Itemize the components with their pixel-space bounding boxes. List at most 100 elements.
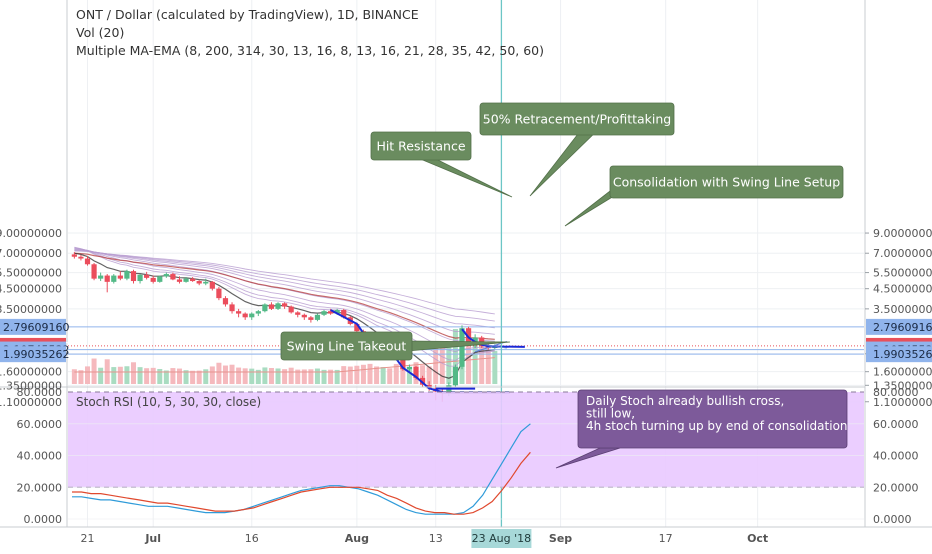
chart-title: ONT / Dollar (calculated by TradingView)… — [76, 7, 419, 22]
volume-bar — [380, 367, 386, 384]
candle-body — [150, 277, 156, 282]
volume-bar — [190, 370, 196, 384]
volume-bar — [268, 368, 274, 384]
left-price-tick-label: 5.50000000 — [0, 267, 62, 280]
volume-bar — [157, 369, 163, 384]
stoch-title: Stoch RSI (10, 5, 30, 30, close) — [76, 395, 261, 409]
candle-body — [314, 314, 321, 320]
volume-bar — [485, 348, 491, 384]
stoch-left-tick-label: 20.0000 — [17, 481, 63, 494]
volume-indicator-label: Vol (20) — [76, 25, 124, 40]
volume-bar — [111, 367, 117, 384]
callout-text: Consolidation with Swing Line Setup — [613, 175, 840, 190]
right-price-tick-label: 7.00000000 — [873, 247, 932, 260]
stoch-right-tick-label: 20.0000 — [873, 481, 919, 494]
candle-body — [275, 303, 281, 309]
volume-bar — [308, 369, 314, 384]
candle-body — [321, 311, 327, 315]
right-price-badge — [866, 346, 932, 363]
volume-bar — [144, 368, 150, 384]
candle-body — [268, 304, 275, 309]
candle-body — [255, 311, 261, 314]
callout-retracement: 50% Retracement/Profittaking — [479, 102, 675, 197]
candle-body — [229, 304, 235, 312]
candle-body — [216, 288, 222, 299]
candle-body — [249, 313, 255, 318]
volume-bar — [78, 370, 84, 384]
left-price-tick-label: 9.00000000 — [0, 227, 62, 240]
candle-body — [183, 278, 189, 282]
time-tick-label: 21 — [81, 532, 95, 545]
right-price-badge-label: 1.99035262 — [873, 348, 932, 361]
stoch-right-tick-label: 40.0000 — [873, 450, 919, 463]
callout-text-line: 4h stoch turning up by end of consolidat… — [586, 419, 848, 433]
candle-body — [137, 274, 143, 282]
volume-bar — [91, 358, 97, 384]
ema-line — [74, 247, 495, 353]
stoch-left-tick-label: 0.0000 — [24, 513, 63, 526]
candle-body — [111, 275, 117, 282]
volume-bar — [393, 363, 399, 384]
volume-bar — [354, 365, 360, 384]
callout-text: Daily Stoch already bullish cross, still … — [586, 394, 848, 433]
stoch-right-tick-label: 60.0000 — [873, 418, 919, 431]
volume-bar — [341, 366, 347, 384]
candle-body — [84, 258, 91, 265]
candle-body — [144, 274, 150, 278]
left-price-tick-label: 4.50000000 — [0, 283, 62, 296]
candle-body — [308, 317, 314, 320]
volume-bar — [262, 367, 268, 384]
stoch-right-tick-label: 0.0000 — [873, 513, 912, 526]
volume-bar — [282, 369, 288, 384]
candle-body — [222, 298, 229, 305]
callout-text: Swing Line Takeout — [287, 339, 407, 354]
callout-consolidation: Consolidation with Swing Line Setup — [564, 165, 844, 227]
volume-bar — [85, 366, 90, 384]
ema-line — [74, 246, 495, 367]
price-marker-badge: 2.79609160 2.79609160 — [0, 318, 932, 335]
ema-line — [74, 249, 495, 329]
left-price-tick-label: 3.50000000 — [0, 303, 62, 316]
volume-bar — [334, 369, 340, 384]
volume-bar — [117, 366, 123, 384]
volume-bar — [367, 363, 373, 384]
volume-bar — [98, 367, 104, 384]
volume-bar — [222, 365, 228, 384]
left-price-badge — [0, 346, 66, 363]
volume-bar — [176, 368, 182, 384]
volume-bar — [170, 368, 176, 384]
volume-bar — [321, 369, 327, 384]
candle-body — [104, 275, 110, 282]
callout-box — [609, 165, 844, 199]
right-price-badge — [866, 318, 932, 335]
volume-bar — [374, 366, 380, 384]
volume-bar — [446, 343, 452, 384]
stoch-d-line — [72, 451, 531, 515]
candle-body — [262, 304, 268, 312]
candle-body — [163, 274, 169, 277]
volume-bar — [426, 366, 432, 384]
candle-body — [472, 337, 478, 343]
candle-body — [459, 328, 465, 367]
volume-bar — [137, 367, 143, 384]
candle-body — [334, 310, 340, 314]
cursor-date-label: 23 Aug '18 — [472, 532, 532, 545]
volume-bar — [295, 369, 301, 384]
candle-body — [341, 310, 347, 318]
candle-body — [78, 256, 84, 259]
callout-box — [479, 102, 675, 136]
price-marker-badge: 1.99035262 1.99035262 — [0, 346, 932, 363]
right-price-axis: 9.00000000 7.00000000 5.50000000 4.50000000… — [865, 227, 932, 409]
candle-body — [413, 366, 419, 378]
ma-indicator-label: Multiple MA-EMA (8, 200, 314, 30, 13, 16… — [76, 43, 544, 58]
time-tick-label: Aug — [345, 532, 369, 545]
stoch-left-tick-label: 80.0000 — [17, 386, 63, 399]
volume-bar — [209, 366, 215, 384]
volume-bar — [479, 343, 485, 384]
callout-hit-resistance: Hit Resistance — [370, 131, 513, 198]
callout-box — [370, 131, 472, 161]
callout-text: 50% Retracement/Profittaking — [483, 112, 671, 127]
left-price-badge-label: 1.99035262 — [3, 348, 69, 361]
candle-body — [170, 274, 176, 280]
